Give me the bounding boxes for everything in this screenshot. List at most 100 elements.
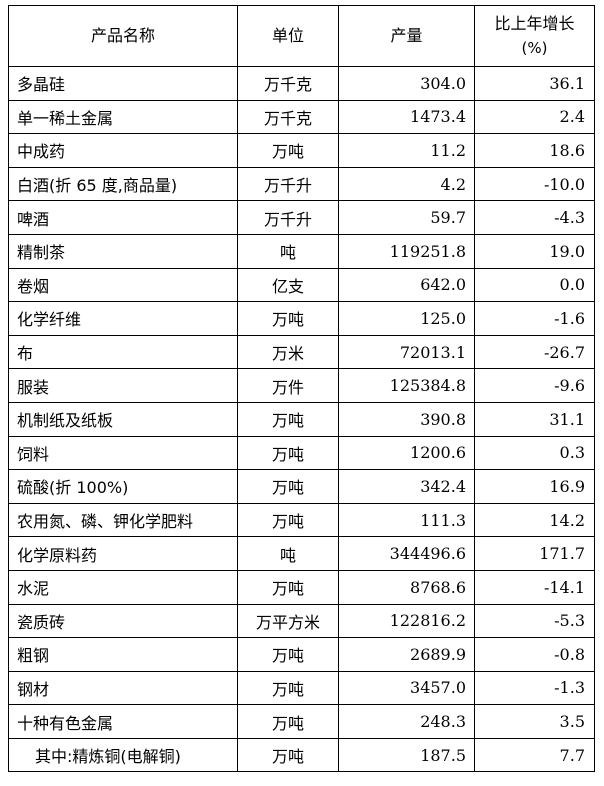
cell-product-name: 布 <box>8 334 238 370</box>
cell-growth: 16.9 <box>474 469 595 504</box>
table-header-row: 产品名称 单位 产量 比上年增长 (%) <box>8 5 595 67</box>
table-row: 化学原料药吨 344496.6 171.7 <box>8 536 595 571</box>
cell-growth: -14.1 <box>474 569 595 605</box>
cell-unit: 万吨 <box>237 469 339 504</box>
cell-quantity: 342.4 <box>338 469 475 504</box>
cell-unit: 万千升 <box>237 200 339 235</box>
cell-growth: 18.6 <box>474 133 595 168</box>
cell-product-name: 精制茶 <box>8 233 238 269</box>
cell-quantity: 344496.6 <box>338 536 475 571</box>
header-growth-unit: (%) <box>521 39 548 57</box>
cell-product-name: 服装 <box>8 368 238 403</box>
table-row: 十种有色金属 万吨 248.3 3.5 <box>8 704 595 739</box>
cell-unit: 万吨 <box>237 670 339 706</box>
cell-unit: 吨 <box>237 233 339 269</box>
table-row: 多晶硅 万千克 304.0 36.1 <box>8 66 595 101</box>
cell-growth: -26.7 <box>474 334 595 370</box>
cell-product-name: 中成药 <box>8 133 238 168</box>
table-row: 钢材 万吨 3457.0 -1.3 <box>8 670 595 706</box>
header-product-name: 产品名称 <box>8 5 238 67</box>
cell-quantity: 125.0 <box>338 301 475 336</box>
cell-unit: 万千克 <box>237 99 339 135</box>
cell-growth: -5.3 <box>474 603 595 639</box>
cell-unit: 万吨 <box>237 435 339 471</box>
cell-unit: 万吨 <box>237 401 339 437</box>
cell-growth: 3.5 <box>474 704 595 739</box>
table-row: 农用氮、磷、钾化学肥料 万吨 111.3 14.2 <box>8 502 595 538</box>
cell-growth: 0.0 <box>474 267 595 303</box>
cell-product-name: 啤酒 <box>8 200 238 235</box>
cell-product-name: 机制纸及纸板 <box>8 401 238 437</box>
cell-unit: 万千克 <box>237 66 339 101</box>
cell-product-name: 粗钢 <box>8 637 238 672</box>
cell-quantity: 642.0 <box>338 267 475 303</box>
cell-unit: 万吨 <box>237 737 339 773</box>
cell-growth: -10.0 <box>474 166 595 202</box>
cell-growth: -0.8 <box>474 637 595 672</box>
cell-quantity: 111.3 <box>338 502 475 538</box>
cell-unit: 亿支 <box>237 267 339 303</box>
cell-quantity: 1473.4 <box>338 99 475 135</box>
cell-product-name: 多晶硅 <box>8 66 238 101</box>
table-row: 水泥 万吨 8768.6 -14.1 <box>8 569 595 605</box>
cell-product-name: 水泥 <box>8 569 238 605</box>
cell-unit: 吨 <box>237 536 339 571</box>
table-row: 单一稀土金属 万千克 1473.4 2.4 <box>8 99 595 135</box>
cell-product-name: 十种有色金属 <box>8 704 238 739</box>
table-row: 瓷质砖 万平方米 122816.2 -5.3 <box>8 603 595 639</box>
cell-quantity: 3457.0 <box>338 670 475 706</box>
table-row: 其中:精炼铜(电解铜) 万吨 187.5 7.7 <box>8 737 595 773</box>
header-growth: 比上年增长 (%) <box>474 5 595 67</box>
cell-product-name: 单一稀土金属 <box>8 99 238 135</box>
table-row: 卷烟 亿支 642.0 0.0 <box>8 267 595 303</box>
cell-quantity: 11.2 <box>338 133 475 168</box>
table-row: 白酒(折 65 度,商品量) 万千升 4.2 -10.0 <box>8 166 595 202</box>
cell-quantity: 390.8 <box>338 401 475 437</box>
cell-quantity: 4.2 <box>338 166 475 202</box>
cell-quantity: 59.7 <box>338 200 475 235</box>
cell-quantity: 125384.8 <box>338 368 475 403</box>
cell-growth: 2.4 <box>474 99 595 135</box>
cell-growth: 0.3 <box>474 435 595 471</box>
cell-quantity: 248.3 <box>338 704 475 739</box>
cell-product-name: 瓷质砖 <box>8 603 238 639</box>
cell-growth: 31.1 <box>474 401 595 437</box>
cell-growth: -4.3 <box>474 200 595 235</box>
cell-quantity: 304.0 <box>338 66 475 101</box>
cell-growth: 14.2 <box>474 502 595 538</box>
cell-growth: -1.6 <box>474 301 595 336</box>
cell-quantity: 8768.6 <box>338 569 475 605</box>
cell-product-name: 农用氮、磷、钾化学肥料 <box>8 502 238 538</box>
cell-quantity: 1200.6 <box>338 435 475 471</box>
cell-unit: 万平方米 <box>237 603 339 639</box>
cell-product-name: 化学原料药 <box>8 536 238 571</box>
cell-quantity: 187.5 <box>338 737 475 773</box>
cell-growth: -9.6 <box>474 368 595 403</box>
table-body: 多晶硅 万千克 304.0 36.1 单一稀土金属 万千克 1473.4 2.4 中成药 万吨 11… <box>8 66 595 773</box>
header-quantity: 产量 <box>338 5 475 67</box>
cell-unit: 万千升 <box>237 166 339 202</box>
cell-unit: 万吨 <box>237 704 339 739</box>
cell-product-name: 卷烟 <box>8 267 238 303</box>
cell-product-name: 其中:精炼铜(电解铜) <box>8 737 238 773</box>
cell-product-name: 钢材 <box>8 670 238 706</box>
table-row: 粗钢 万吨 2689.9 -0.8 <box>8 637 595 672</box>
table-row: 中成药 万吨 11.2 18.6 <box>8 133 595 168</box>
table-row: 服装 万件 125384.8 -9.6 <box>8 368 595 403</box>
cell-unit: 万件 <box>237 368 339 403</box>
cell-unit: 万吨 <box>237 301 339 336</box>
cell-growth: -1.3 <box>474 670 595 706</box>
cell-growth: 36.1 <box>474 66 595 101</box>
cell-growth: 19.0 <box>474 233 595 269</box>
table-row: 精制茶吨 119251.8 19.0 <box>8 233 595 269</box>
cell-unit: 万吨 <box>237 502 339 538</box>
table-row: 硫酸(折 100%) 万吨 342.4 16.9 <box>8 469 595 504</box>
header-unit: 单位 <box>237 5 339 67</box>
cell-product-name: 饲料 <box>8 435 238 471</box>
cell-product-name: 化学纤维 <box>8 301 238 336</box>
cell-unit: 万吨 <box>237 637 339 672</box>
cell-unit: 万吨 <box>237 133 339 168</box>
cell-product-name: 硫酸(折 100%) <box>8 469 238 504</box>
cell-product-name: 白酒(折 65 度,商品量) <box>8 166 238 202</box>
table-row: 布万米 72013.1 -26.7 <box>8 334 595 370</box>
